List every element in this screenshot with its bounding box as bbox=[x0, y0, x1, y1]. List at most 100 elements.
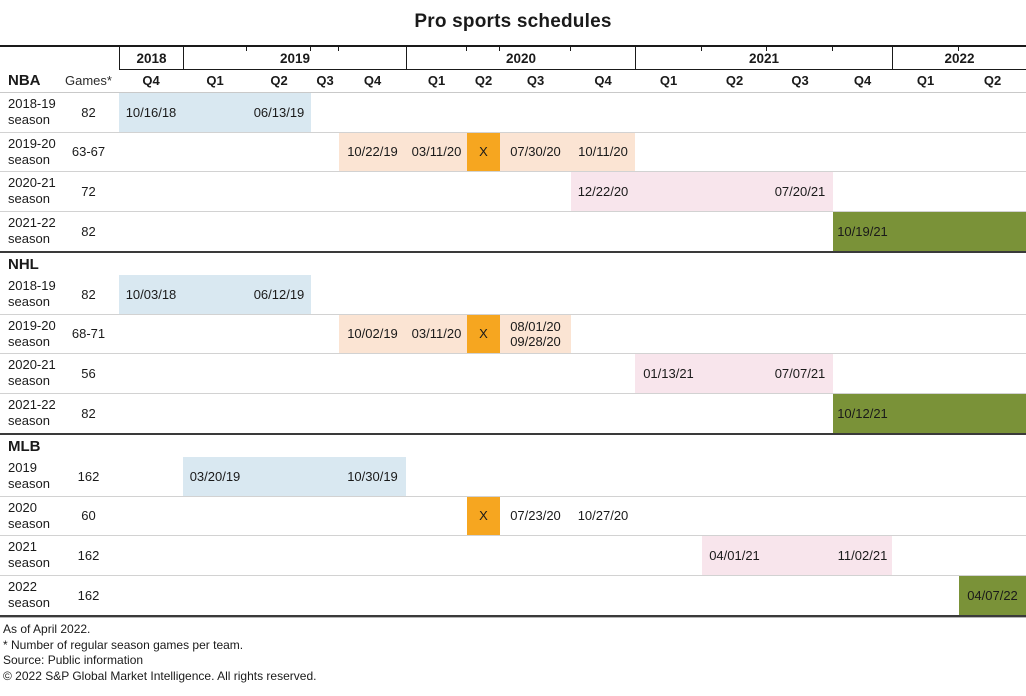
season-row-nba-1: 2019-20 season 63-67 10/22/19 03/11/20 X 07/30… bbox=[0, 132, 1026, 172]
games-column-header: Games* bbox=[65, 72, 112, 88]
season-row-mlb-3: 2022 season 162 04/07/22 bbox=[0, 575, 1026, 615]
games-value: 162 bbox=[77, 587, 100, 603]
league-header-nba: NBA bbox=[8, 71, 41, 89]
season-row-nhl-2: 2020-21 season 56 01/13/21 07/07/21 bbox=[0, 354, 1026, 394]
covid-x-label: X bbox=[479, 144, 488, 160]
games-value: 82 bbox=[81, 405, 96, 421]
year-cell-2019: 2019 bbox=[183, 47, 406, 70]
date-label: 10/11/20 bbox=[578, 144, 628, 160]
date-label: 10/03/18 bbox=[125, 286, 177, 302]
quarter-header-4: Q3 bbox=[316, 72, 334, 88]
date-label: 10/22/19 bbox=[347, 144, 398, 160]
quarter-tick bbox=[338, 47, 339, 51]
season-label: 2022 season bbox=[8, 579, 50, 611]
season-row-mlb-0: 2019 season 162 03/20/19 10/30/19 bbox=[0, 457, 1026, 497]
date-label: 01/13/21 bbox=[643, 365, 694, 381]
chart-title: Pro sports schedules bbox=[414, 11, 612, 32]
games-value: 82 bbox=[81, 286, 96, 302]
quarter-header-9: Q4 bbox=[594, 72, 612, 88]
quarter-header-8: Q3 bbox=[526, 72, 545, 88]
schedule-bar-peach bbox=[339, 314, 467, 353]
footnote-copyright: © 2022 S&P Global Market Intelligence. A… bbox=[3, 668, 317, 683]
quarter-header-15: Q2 bbox=[983, 72, 1002, 88]
season-label: 2020 season bbox=[8, 499, 50, 531]
schedule-bar-olive bbox=[833, 211, 1026, 251]
date-label: 03/11/20 bbox=[411, 144, 462, 160]
date-label: 06/13/19 bbox=[253, 104, 305, 120]
date-label: 07/07/21 bbox=[774, 365, 826, 381]
games-value: 63-67 bbox=[71, 144, 106, 160]
quarter-header-5: Q4 bbox=[363, 72, 382, 88]
schedule-bar-olive bbox=[959, 575, 1026, 615]
season-label: 2020-21 season bbox=[8, 175, 56, 207]
date-label: 03/11/20 bbox=[411, 326, 462, 342]
season-row-nhl-1: 2019-20 season 68-71 10/02/19 03/11/20 X 08/01… bbox=[0, 314, 1026, 354]
year-header-row: 2018 2019 2020 2021 2022 bbox=[0, 45, 1026, 70]
covid-x-label: X bbox=[479, 508, 488, 524]
quarter-header-1: Q4 bbox=[142, 72, 160, 88]
quarter-header-7: Q2 bbox=[474, 72, 493, 88]
season-label: 2021 season bbox=[8, 539, 50, 571]
schedule-bar-olive bbox=[833, 393, 1026, 433]
date-label: 03/20/19 bbox=[189, 468, 241, 484]
year-cell-2018: 2018 bbox=[119, 47, 183, 70]
quarter-tick bbox=[701, 47, 702, 51]
section-header-nhl: NHL bbox=[0, 251, 1026, 275]
season-row-mlb-1: 2020 season 60 X 07/23/20 10/27/20 bbox=[0, 496, 1026, 536]
date-label: 04/07/22 bbox=[967, 587, 1018, 603]
quarter-tick bbox=[570, 47, 571, 51]
schedule-table: 2018 2019 2020 2021 2022 NBA Games* Q4 Q1 Q2 Q3 Q4 Q… bbox=[0, 45, 1026, 617]
games-value: 68-71 bbox=[71, 326, 106, 342]
date-label: 10/27/20 bbox=[577, 508, 629, 524]
season-label: 2019-20 season bbox=[8, 317, 56, 349]
quarter-header-14: Q1 bbox=[916, 72, 935, 88]
games-value: 60 bbox=[81, 508, 96, 524]
date-label: 07/23/20 bbox=[510, 508, 561, 524]
quarter-header-6: Q1 bbox=[427, 72, 446, 88]
date-label: 04/01/21 bbox=[709, 547, 760, 563]
games-value: 162 bbox=[77, 468, 100, 484]
year-cell-2021: 2021 bbox=[635, 47, 892, 70]
season-label: 2021-22 season bbox=[8, 397, 56, 429]
season-row-nhl-3: 2021-22 season 82 10/12/21 bbox=[0, 393, 1026, 433]
date-label: 11/02/21 bbox=[837, 547, 888, 563]
quarter-tick bbox=[246, 47, 247, 51]
table-bottom-rule bbox=[0, 615, 1026, 617]
schedule-bar-blue bbox=[119, 275, 311, 314]
season-label: 2018-19 season bbox=[8, 278, 56, 310]
date-label: 06/12/19 bbox=[253, 286, 305, 302]
year-cell-2022: 2022 bbox=[892, 47, 1026, 70]
quarter-header-12: Q3 bbox=[791, 72, 809, 88]
games-value: 56 bbox=[81, 365, 96, 381]
quarter-tick bbox=[310, 47, 311, 51]
games-value: 72 bbox=[81, 183, 96, 199]
date-label: 10/12/21 bbox=[837, 405, 888, 421]
quarter-tick bbox=[766, 47, 767, 51]
date-label: 07/20/21 bbox=[774, 183, 826, 199]
footnote-as-of: As of April 2022. bbox=[3, 622, 91, 636]
season-label: 2020-21 season bbox=[8, 357, 56, 389]
games-value: 82 bbox=[81, 223, 96, 239]
quarter-header-11: Q2 bbox=[725, 72, 744, 88]
date-label: 10/30/19 bbox=[347, 468, 398, 484]
schedule-bar-blue bbox=[183, 457, 406, 496]
season-row-nhl-0: 2018-19 season 82 10/03/18 06/12/19 bbox=[0, 275, 1026, 315]
season-label: 2019-20 season bbox=[8, 135, 56, 167]
covid-suspension-marker bbox=[467, 132, 500, 171]
schedule-bar-peach bbox=[339, 132, 467, 171]
season-row-mlb-2: 2021 season 162 04/01/21 11/02/21 bbox=[0, 536, 1026, 576]
schedule-bar-pink bbox=[635, 354, 833, 393]
quarter-tick bbox=[499, 47, 500, 51]
season-row-nba-0: 2018-19 season 82 10/16/18 06/13/19 bbox=[0, 93, 1026, 133]
quarter-tick bbox=[466, 47, 467, 51]
season-row-nba-2: 2020-21 season 72 12/22/20 07/20/21 bbox=[0, 172, 1026, 212]
covid-suspension-marker bbox=[467, 496, 500, 535]
quarter-tick bbox=[832, 47, 833, 51]
footnotes: As of April 2022. * Number of regular se… bbox=[3, 622, 316, 684]
quarter-header-3: Q2 bbox=[270, 72, 288, 88]
covid-x-label: X bbox=[479, 326, 488, 342]
footnote-games-note: * Number of regular season games per tea… bbox=[3, 637, 244, 652]
schedule-bar-pink bbox=[571, 172, 833, 211]
year-cell-2020: 2020 bbox=[406, 47, 635, 70]
season-label: 2019 season bbox=[8, 460, 50, 492]
